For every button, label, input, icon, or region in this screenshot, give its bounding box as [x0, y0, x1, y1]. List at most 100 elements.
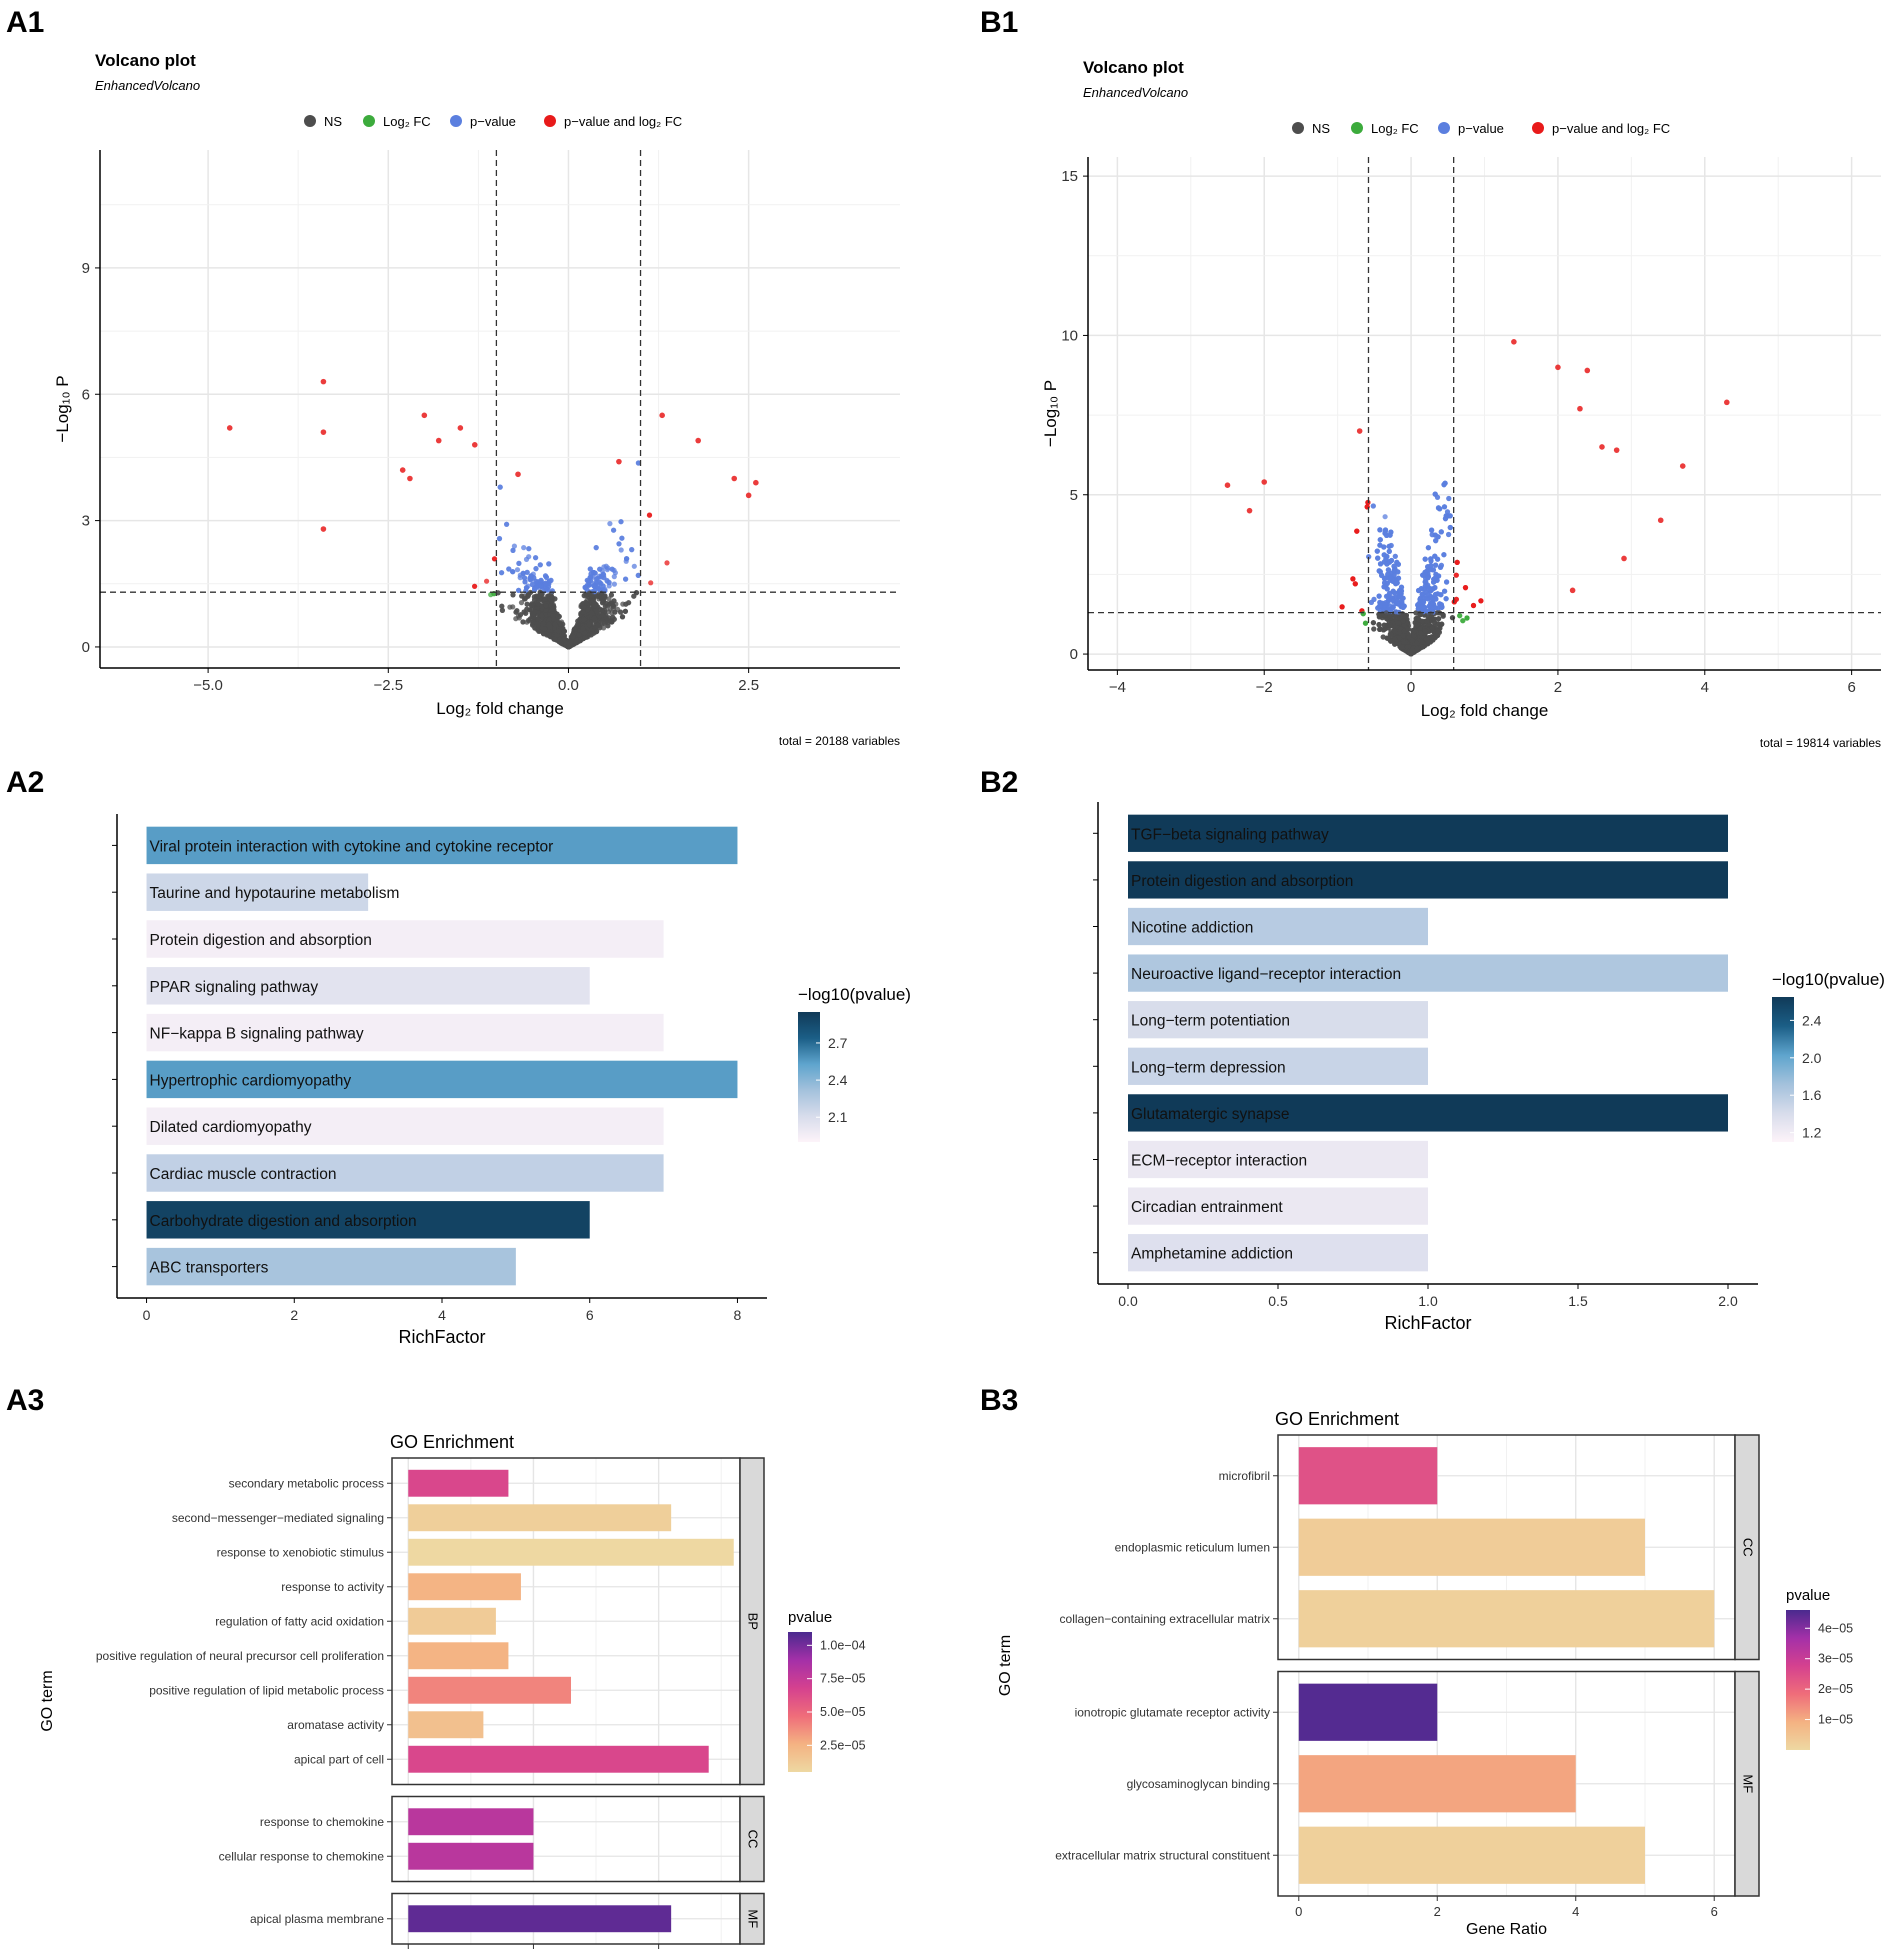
legend-swatch: [544, 115, 556, 127]
data-point: [1441, 482, 1447, 488]
data-point: [1462, 585, 1469, 591]
data-point: [608, 592, 615, 598]
data-point: [1444, 579, 1450, 585]
data-point-outlier: [471, 441, 478, 448]
panel-label-a3: A3: [6, 1384, 44, 1417]
data-point-outlier: [320, 378, 327, 385]
data-point-outlier: [745, 492, 752, 499]
data-point: [499, 570, 505, 576]
data-point-outlier: [731, 475, 738, 482]
data-point: [635, 460, 642, 466]
data-point: [624, 556, 630, 562]
data-point: [520, 619, 526, 625]
data-point: [1435, 591, 1441, 597]
data-point: [510, 547, 516, 554]
legend-label: NS: [1312, 121, 1330, 136]
data-point-outlier: [421, 412, 428, 419]
chart-title: Volcano plot: [95, 51, 196, 70]
data-point: [608, 619, 614, 625]
data-point: [550, 605, 556, 612]
data-point: [618, 547, 624, 553]
data-point: [1441, 504, 1448, 510]
data-point: [631, 563, 637, 569]
data-point: [499, 603, 505, 609]
data-point: [1432, 605, 1438, 611]
data-point: [556, 613, 562, 620]
data-point-outlier: [695, 437, 701, 444]
data-point: [583, 600, 590, 606]
data-point: [533, 566, 539, 572]
data-point: [1478, 598, 1484, 604]
legend-swatch: [1292, 122, 1304, 134]
data-point: [664, 560, 670, 566]
legend-label: p−value: [470, 114, 516, 129]
data-point: [516, 560, 522, 567]
scatter-points: [1224, 339, 1730, 657]
data-point: [592, 603, 598, 609]
data-point: [576, 632, 582, 638]
x-axis-title: Log₂ fold change: [436, 699, 564, 718]
data-point: [520, 570, 526, 577]
data-point: [1382, 514, 1388, 520]
data-point: [580, 609, 586, 615]
legend-label: p−value and log₂ FC: [564, 114, 682, 129]
scatter-points: [226, 378, 759, 650]
data-point: [629, 547, 635, 553]
data-point: [606, 596, 612, 602]
panel-label-b3: B3: [980, 1384, 1018, 1417]
data-point: [528, 573, 534, 579]
data-point: [589, 610, 595, 616]
data-point: [496, 536, 503, 542]
data-point-outlier: [616, 458, 622, 465]
data-point: [566, 643, 572, 649]
chart-subtitle: EnhancedVolcano: [1083, 85, 1188, 100]
x-tick-label: 2.5: [738, 677, 759, 694]
data-point-outlier: [435, 437, 442, 444]
data-point: [1377, 527, 1383, 533]
legend-swatch: [450, 115, 462, 127]
legend-swatch: [363, 115, 375, 127]
legend-label: p−value and log₂ FC: [1552, 121, 1670, 136]
y-tick-label: 3: [82, 513, 90, 530]
y-tick-label: 0: [82, 639, 90, 656]
data-point: [1360, 611, 1366, 617]
data-point: [510, 604, 516, 610]
data-point: [524, 569, 530, 575]
data-point: [570, 634, 576, 640]
data-point: [510, 569, 516, 575]
data-point: [549, 598, 555, 605]
data-point-outlier: [659, 412, 665, 419]
data-point: [1438, 529, 1444, 535]
data-point: [499, 607, 505, 614]
data-point: [538, 577, 544, 583]
data-point: [648, 580, 654, 586]
data-point: [550, 613, 556, 619]
data-point: [611, 581, 618, 587]
data-point: [1422, 583, 1428, 589]
data-point: [521, 545, 527, 551]
data-point: [623, 576, 629, 582]
data-point: [606, 579, 612, 586]
data-point: [609, 566, 615, 572]
data-point: [1352, 581, 1358, 587]
data-point: [595, 585, 601, 591]
data-point: [511, 543, 517, 549]
data-point: [514, 608, 520, 614]
legend-swatch: [304, 115, 316, 127]
data-point: [623, 601, 629, 607]
data-point: [597, 566, 603, 572]
data-point: [556, 628, 562, 634]
data-point: [618, 519, 624, 525]
data-point: [605, 623, 611, 629]
data-point: [531, 597, 538, 603]
data-point: [646, 512, 653, 518]
y-axis-title: −Log₁₀ P: [53, 375, 72, 442]
data-point: [591, 615, 598, 622]
data-point: [635, 572, 641, 579]
data-point: [561, 636, 568, 642]
data-point: [601, 625, 607, 631]
data-point: [540, 631, 547, 637]
data-point: [600, 571, 606, 577]
data-point: [607, 521, 613, 527]
